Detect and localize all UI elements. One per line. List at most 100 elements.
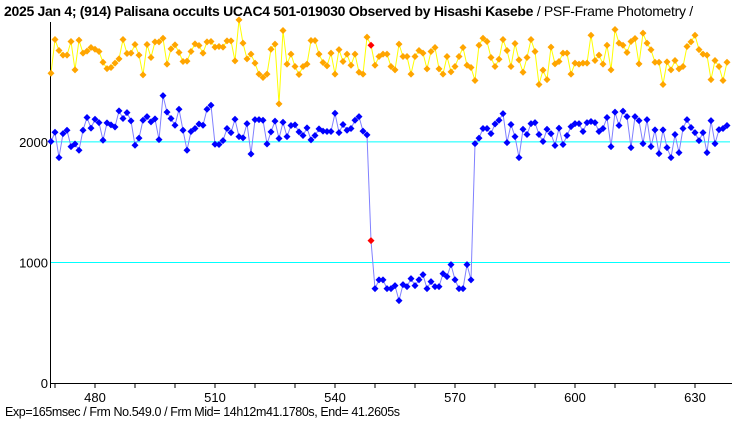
data-point xyxy=(275,135,283,143)
data-point xyxy=(395,297,403,305)
data-point xyxy=(363,131,371,139)
data-point xyxy=(563,132,571,140)
data-point xyxy=(551,142,559,150)
data-point xyxy=(311,37,319,45)
data-point xyxy=(535,131,543,139)
data-point xyxy=(475,134,483,142)
axes: 0 1000 2000 480 510 540 570 600 630 xyxy=(19,22,732,405)
data-point xyxy=(383,50,391,58)
data-point xyxy=(487,130,495,138)
data-point xyxy=(119,115,127,123)
data-point xyxy=(719,125,727,133)
data-point xyxy=(579,59,587,67)
data-point xyxy=(163,108,171,116)
data-point xyxy=(711,57,719,65)
data-point xyxy=(99,136,107,144)
data-point xyxy=(99,58,107,66)
data-point xyxy=(239,39,247,47)
data-point xyxy=(243,55,251,63)
data-point xyxy=(411,282,419,290)
data-point xyxy=(595,128,603,136)
data-point xyxy=(511,40,519,48)
y-tick-label: 2000 xyxy=(19,135,48,150)
data-point xyxy=(47,69,55,77)
data-point xyxy=(599,60,607,68)
data-point xyxy=(63,51,71,59)
data-point xyxy=(615,122,623,130)
data-point xyxy=(283,133,291,141)
data-point xyxy=(539,138,547,146)
data-point xyxy=(187,47,195,55)
data-point xyxy=(51,36,59,44)
data-point xyxy=(623,113,631,121)
data-point xyxy=(115,107,123,115)
data-point xyxy=(639,140,647,148)
data-point xyxy=(663,58,671,66)
data-point xyxy=(415,276,423,284)
data-point xyxy=(655,150,663,158)
data-point xyxy=(55,154,63,162)
data-point xyxy=(443,273,451,281)
data-point xyxy=(483,37,491,45)
data-point xyxy=(379,50,387,58)
data-point xyxy=(227,37,235,45)
data-point xyxy=(51,128,59,136)
data-point xyxy=(683,43,691,51)
data-point xyxy=(295,71,303,79)
data-point xyxy=(635,60,643,68)
data-point xyxy=(543,76,551,84)
data-point xyxy=(559,141,567,149)
data-point xyxy=(339,57,347,65)
data-point xyxy=(359,127,367,135)
data-point xyxy=(447,68,455,76)
data-point xyxy=(435,65,443,73)
data-point xyxy=(651,58,659,66)
data-point xyxy=(83,114,91,122)
data-point xyxy=(259,116,267,124)
data-point xyxy=(371,61,379,69)
x-tick-label: 630 xyxy=(684,390,706,405)
data-point xyxy=(263,140,271,148)
data-point xyxy=(455,53,463,61)
data-point xyxy=(299,132,307,140)
data-point xyxy=(323,62,331,70)
data-point xyxy=(663,144,671,152)
data-point xyxy=(723,122,731,130)
data-point xyxy=(343,50,351,58)
data-point xyxy=(407,70,415,78)
data-point xyxy=(339,121,347,129)
chart-title-sub: / PSF-Frame Photometry / xyxy=(533,3,693,19)
data-point xyxy=(139,71,147,79)
data-point xyxy=(707,117,715,125)
data-point xyxy=(319,127,327,135)
data-point xyxy=(523,54,531,62)
data-point xyxy=(611,26,619,34)
data-point xyxy=(431,44,439,52)
data-point xyxy=(247,50,255,58)
data-point xyxy=(211,140,219,148)
data-point xyxy=(667,66,675,74)
data-point xyxy=(671,131,679,139)
data-point xyxy=(135,51,143,59)
series-1 xyxy=(47,92,731,305)
data-point xyxy=(267,128,275,136)
data-point xyxy=(391,282,399,290)
data-point xyxy=(223,37,231,45)
data-point xyxy=(219,43,227,51)
data-point xyxy=(679,125,687,133)
data-point xyxy=(495,116,503,124)
data-point xyxy=(87,124,95,132)
data-point xyxy=(231,115,239,123)
data-point xyxy=(95,47,103,55)
data-point xyxy=(547,43,555,51)
data-point xyxy=(59,130,67,138)
data-point xyxy=(583,59,591,67)
data-point xyxy=(315,50,323,58)
series-line xyxy=(50,19,728,104)
data-point xyxy=(119,36,127,44)
data-point xyxy=(155,136,163,144)
data-point xyxy=(431,283,439,291)
data-point xyxy=(427,278,435,286)
data-point xyxy=(79,126,87,134)
data-point xyxy=(479,125,487,133)
